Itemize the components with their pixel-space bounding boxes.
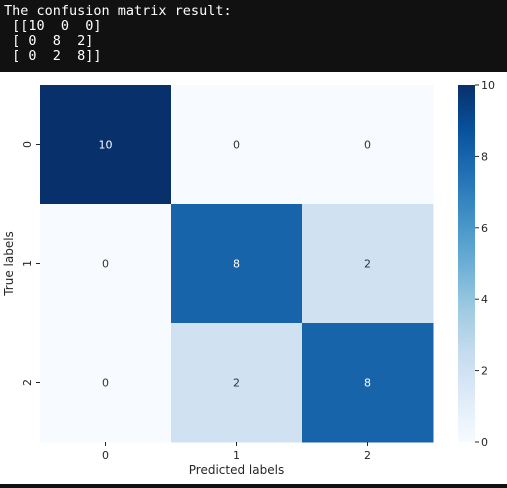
colorbar [458,85,475,442]
console-line: [ 0 2 8]] [4,48,102,64]
confusion-matrix-heatmap: 10 0 0 0 8 2 0 2 8 0 1 2 0 1 2 0 2 4 6 8 10 Predicted lab… [2,79,495,477]
x-tick-label: 2 [364,449,371,462]
heatmap-cell [171,204,303,324]
y-tick-label: 2 [21,379,34,386]
y-tick-label: 1 [21,260,34,267]
colorbar-tick-label: 0 [481,436,488,449]
cell-value-label: 2 [364,258,371,271]
heatmap-cell [302,204,434,324]
x-axis-label: Predicted labels [189,463,284,477]
colorbar-tick-label: 6 [481,222,488,235]
cell-value-label: 8 [233,258,240,271]
cell-value-label: 2 [233,377,240,390]
cell-value-label: 0 [102,258,109,271]
console-bottom-strip [0,484,507,488]
console-line: [ 0 8 2] [4,33,94,49]
heatmap-cell [171,85,303,205]
colorbar-tick-label: 2 [481,365,488,378]
heatmap-cell [302,323,434,443]
x-tick-label: 0 [102,449,109,462]
console-line: [[10 0 0] [4,18,102,34]
heatmap-cell [302,85,434,205]
console-line: The confusion matrix result: [4,3,232,19]
console-output: The confusion matrix result: [[10 0 0] [… [0,0,507,72]
plot-area: 10 0 0 0 8 2 0 2 8 0 1 2 0 1 2 0 2 4 6 8 10 Predicted lab… [0,72,507,484]
heatmap-cell [171,323,303,443]
heatmap-cell [40,85,172,205]
colorbar-tick-label: 8 [481,150,488,163]
heatmap-cell [40,323,172,443]
colorbar-tick-label: 10 [481,79,495,92]
y-axis-label: True labels [2,231,16,297]
heatmap-cell [40,204,172,324]
cell-value-label: 10 [99,139,113,152]
cell-value-label: 0 [364,139,371,152]
y-tick-label: 0 [21,141,34,148]
cell-value-label: 0 [102,377,109,390]
cell-value-label: 0 [233,139,240,152]
x-tick-label: 1 [233,449,240,462]
colorbar-tick-label: 4 [481,293,488,306]
cell-value-label: 8 [364,377,371,390]
